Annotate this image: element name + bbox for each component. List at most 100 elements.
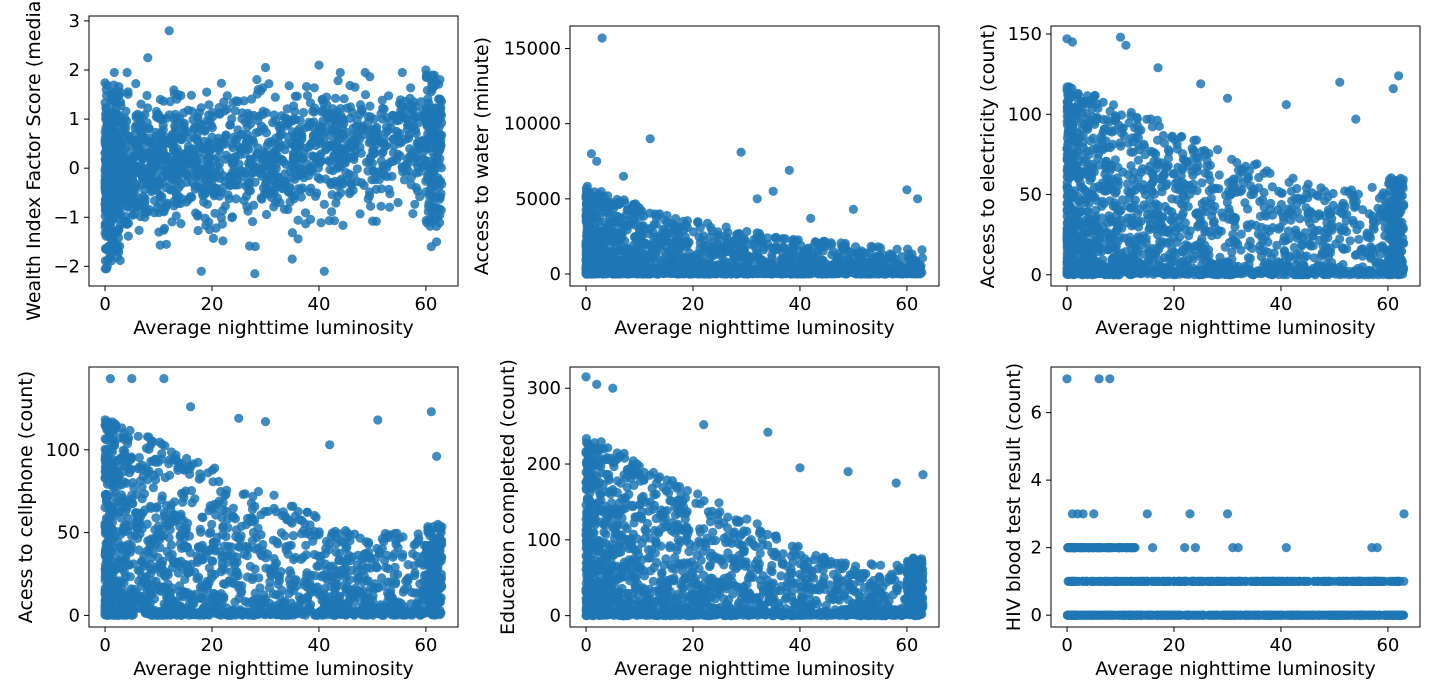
data-point: [1358, 251, 1368, 261]
data-point: [680, 220, 691, 230]
data-point: [581, 184, 592, 194]
data-point: [1258, 236, 1268, 247]
data-point: [116, 100, 126, 111]
data-point: [1063, 95, 1073, 105]
data-point: [1090, 116, 1100, 126]
data-point: [1368, 249, 1378, 259]
data-point: [1167, 194, 1177, 204]
data-point: [307, 166, 317, 176]
data-point: [806, 213, 816, 223]
data-point: [1188, 251, 1199, 261]
data-point: [1181, 156, 1191, 166]
data-point: [1236, 229, 1246, 239]
data-point: [1187, 143, 1197, 153]
data-point: [116, 88, 126, 98]
data-point: [1251, 220, 1261, 231]
data-point: [1227, 154, 1237, 164]
data-point: [1177, 246, 1187, 257]
data-point: [813, 258, 823, 268]
data-point: [406, 83, 416, 93]
data-point: [290, 191, 300, 201]
data-point: [689, 260, 699, 270]
plot-area-frame: [88, 15, 459, 287]
data-point: [743, 268, 753, 278]
data-point: [911, 269, 921, 279]
data-point: [146, 185, 156, 195]
data-point: [190, 171, 200, 181]
data-point: [244, 241, 255, 251]
data-point: [295, 141, 305, 151]
data-point: [1139, 200, 1149, 210]
data-point: [1243, 223, 1253, 233]
data-point: [1112, 173, 1122, 183]
data-point: [1225, 190, 1235, 200]
data-point: [227, 212, 237, 222]
data-point: [325, 165, 335, 175]
data-point: [1094, 160, 1104, 170]
data-point: [1062, 238, 1072, 248]
data-point: [436, 163, 446, 173]
data-point: [355, 134, 365, 144]
data-point: [618, 171, 629, 181]
data-point: [1177, 256, 1187, 267]
y-tick-label: −2: [53, 256, 80, 277]
data-point: [305, 98, 315, 108]
y-tick-label: −1: [53, 207, 80, 228]
data-point: [369, 167, 379, 177]
data-point: [388, 148, 398, 158]
x-tick-label: 20: [201, 294, 224, 315]
data-point: [424, 168, 434, 178]
data-point: [410, 199, 420, 209]
data-point: [110, 109, 120, 119]
data-point: [421, 65, 431, 75]
data-point: [330, 143, 340, 153]
data-point: [214, 191, 225, 201]
data-point: [368, 216, 378, 226]
data-point: [396, 137, 406, 147]
data-point: [237, 172, 248, 182]
data-point: [216, 78, 226, 88]
data-point: [759, 268, 769, 278]
data-point: [1110, 188, 1120, 198]
data-point: [1147, 186, 1157, 197]
data-point: [260, 62, 271, 73]
data-point: [113, 138, 123, 148]
data-point: [632, 232, 642, 242]
data-point: [101, 103, 111, 113]
data-point: [394, 128, 405, 138]
data-point: [705, 249, 715, 259]
data-point: [1093, 139, 1104, 149]
data-point: [250, 167, 260, 177]
data-point: [750, 250, 760, 260]
data-point: [1140, 150, 1150, 160]
data-point: [220, 139, 230, 149]
data-point: [399, 175, 409, 185]
data-point: [1062, 153, 1072, 163]
data-point: [716, 251, 726, 261]
data-point: [1148, 170, 1158, 180]
data-point: [123, 202, 133, 212]
data-point: [395, 151, 405, 161]
data-point: [624, 252, 634, 262]
data-point: [1255, 211, 1266, 221]
data-point: [768, 186, 778, 196]
data-point: [247, 94, 257, 104]
data-point: [806, 252, 817, 262]
data-point: [1130, 185, 1140, 195]
data-point: [432, 237, 442, 247]
data-point: [411, 128, 421, 139]
data-point: [615, 245, 625, 255]
data-point: [425, 107, 435, 117]
data-point: [172, 176, 182, 186]
data-point: [164, 26, 174, 36]
data-point: [1067, 193, 1077, 203]
data-point: [806, 269, 817, 279]
data-point: [1240, 198, 1250, 208]
data-point: [592, 156, 602, 166]
data-point: [345, 80, 355, 91]
data-point: [1097, 213, 1107, 223]
data-point: [296, 185, 306, 195]
data-point: [329, 151, 339, 161]
data-point: [287, 228, 297, 238]
data-point: [434, 122, 444, 132]
